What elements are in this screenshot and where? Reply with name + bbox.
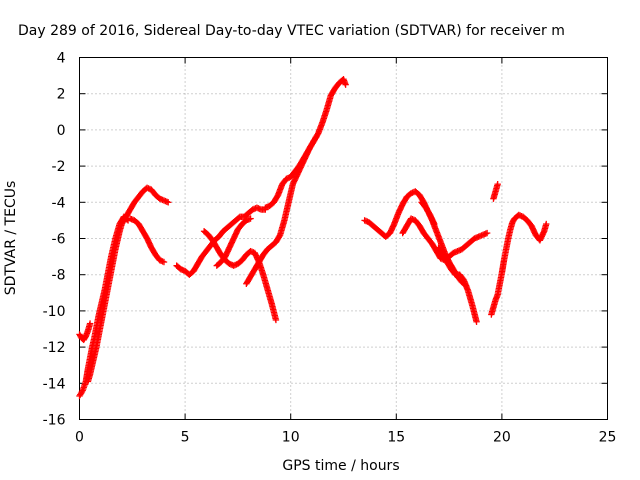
grid-lines — [79, 57, 608, 420]
data-point — [473, 318, 480, 325]
data-point — [431, 220, 438, 228]
y-tick-label: -2 — [52, 159, 66, 175]
data-point — [312, 133, 320, 141]
y-tick-labels: -16 -14 -12 -10 -8 -6 -4 -2 0 2 4 — [43, 51, 66, 429]
y-tick-label: 2 — [57, 87, 66, 103]
data-point — [86, 320, 94, 327]
x-axis-label: GPS time / hours — [282, 458, 399, 474]
y-tick-label: -14 — [43, 376, 66, 392]
data-points — [76, 76, 550, 400]
x-tick-label: 0 — [75, 430, 84, 446]
y-tick-label: -6 — [52, 232, 66, 248]
axis-ticks — [79, 57, 608, 420]
x-tick-label: 5 — [181, 430, 190, 446]
data-point — [78, 388, 86, 396]
x-tick-label: 25 — [599, 430, 617, 446]
y-tick-label: 4 — [57, 51, 66, 67]
y-tick-label: -10 — [43, 304, 66, 320]
x-tick-label: 20 — [493, 430, 511, 446]
y-tick-label: -4 — [52, 195, 66, 211]
x-tick-label: 15 — [387, 430, 405, 446]
data-point — [483, 229, 491, 237]
data-point — [312, 135, 319, 142]
data-point — [272, 316, 280, 324]
data-point — [160, 258, 168, 266]
data-point — [247, 215, 254, 222]
data-point — [165, 199, 172, 206]
data-point — [494, 181, 501, 188]
data-point — [543, 220, 550, 228]
y-tick-label: -8 — [52, 268, 66, 284]
y-axis-label: SDTVAR / TECUs — [3, 181, 19, 296]
chart-title: Day 289 of 2016, Sidereal Day-to-day VTE… — [18, 23, 565, 39]
x-tick-labels: 0 5 10 15 20 25 — [75, 430, 616, 446]
y-tick-label: -12 — [43, 340, 66, 356]
x-tick-label: 10 — [282, 430, 300, 446]
y-tick-label: 0 — [57, 123, 66, 139]
data-point — [342, 81, 349, 88]
y-tick-label: -16 — [43, 413, 66, 429]
